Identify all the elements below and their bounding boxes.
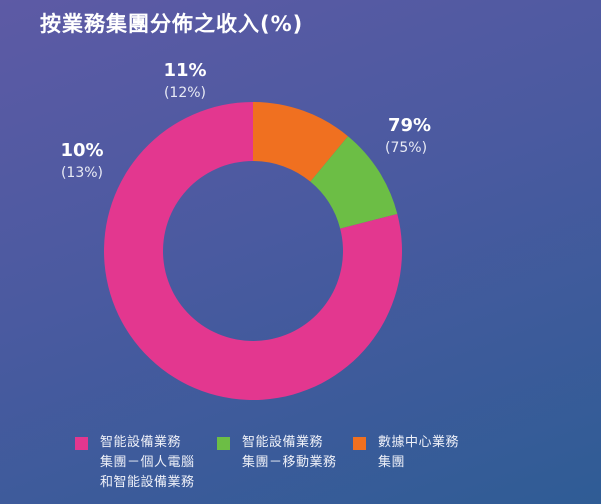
slice-value-label: 10% (60, 140, 103, 161)
slice-prior-label: (75%) (385, 140, 427, 156)
slice-mobile (310, 136, 398, 229)
legend-swatch-data-center (353, 437, 366, 450)
legend-swatch-mobile (217, 437, 230, 450)
legend-line: 智能設備業務 (242, 435, 324, 450)
legend-item-pc-smart-devices: 智能設備業務 集團－個人電腦 和智能設備業務 (75, 433, 195, 493)
donut-chart: 11% (12%) 10% (13%) 79% (75%) (60, 60, 431, 400)
slice-labels: 11% (12%) 10% (13%) 79% (75%) (60, 60, 431, 181)
legend-label-data-center: 數據中心業務 集團 (378, 433, 459, 473)
slice-prior-label: (12%) (164, 85, 206, 101)
legend-line: 集團－移動業務 (242, 455, 337, 470)
legend-label-mobile: 智能設備業務 集團－移動業務 (242, 433, 337, 473)
legend-label-pc-smart-devices: 智能設備業務 集團－個人電腦 和智能設備業務 (100, 433, 195, 493)
legend-line: 和智能設備業務 (100, 475, 195, 490)
legend-line: 智能設備業務 (100, 435, 182, 450)
slice-value-label: 11% (163, 60, 206, 81)
legend-swatch-pc-smart-devices (75, 437, 88, 450)
slice-prior-label: (13%) (61, 165, 103, 181)
donut-slices (104, 102, 403, 400)
slice-pc-smart-devices (104, 102, 403, 400)
slice-data-center (253, 102, 348, 182)
legend-line: 數據中心業務 (378, 435, 460, 450)
legend-line: 集團 (378, 455, 406, 470)
slice-value-label: 79% (388, 115, 431, 136)
legend-item-mobile: 智能設備業務 集團－移動業務 (217, 433, 337, 473)
legend-item-data-center: 數據中心業務 集團 (353, 433, 459, 473)
legend-line: 集團－個人電腦 (100, 455, 195, 470)
chart-title: 按業務集團分佈之收入(%) (40, 12, 304, 36)
chart-legend: 智能設備業務 集團－個人電腦 和智能設備業務 智能設備業務 集團－移動業務 數據… (0, 433, 601, 504)
